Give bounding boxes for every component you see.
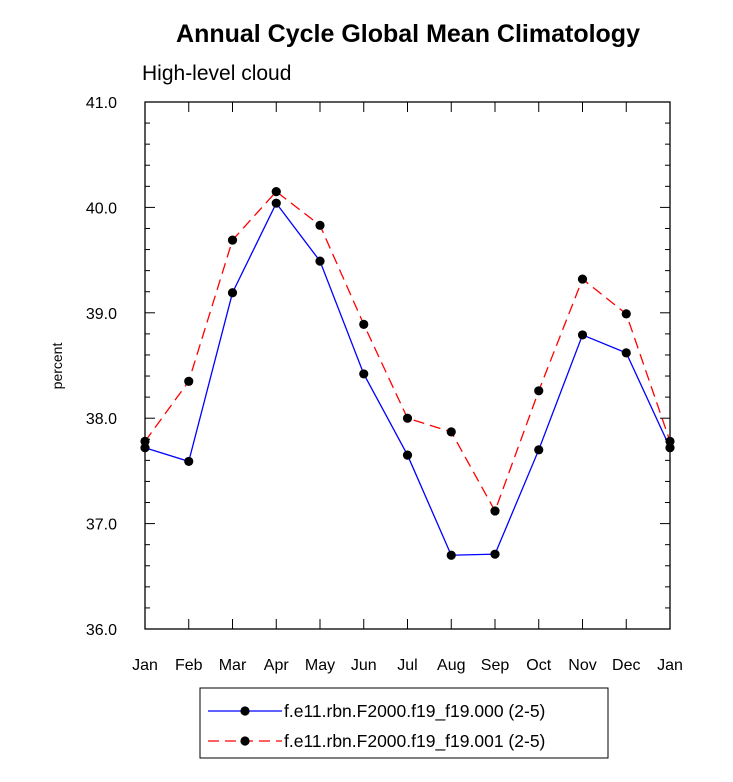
data-point-series-1 [271, 186, 281, 197]
x-tick-label: Sep [481, 657, 510, 674]
data-point-series-0 [359, 369, 369, 379]
x-tick-label: Jan [132, 657, 158, 674]
data-point-series-0 [140, 443, 150, 453]
data-point-series-1 [534, 386, 544, 396]
data-point-series-0 [227, 288, 238, 298]
x-tick-label: Dec [612, 657, 640, 674]
chart-subtitle: High-level cloud [142, 62, 291, 85]
chart-title: Annual Cycle Global Mean Climatology [176, 20, 640, 48]
legend: f.e11.rbn.F2000.f19_f19.000 (2-5) f.e11.r… [208, 701, 545, 752]
data-point-series-1 [140, 436, 150, 446]
series-lines [140, 186, 675, 560]
x-tick-label: Nov [568, 657, 596, 674]
data-point-series-1 [402, 413, 413, 423]
series-line-1 [144, 190, 671, 513]
data-point-series-0 [534, 445, 544, 455]
data-point-series-1 [577, 274, 588, 284]
x-tick-label: Aug [437, 657, 465, 674]
data-point-series-1 [359, 319, 369, 329]
y-axis-label: percent [49, 343, 65, 390]
x-tick-label: Feb [175, 657, 203, 674]
data-point-series-1 [665, 436, 675, 446]
data-point-series-1 [227, 235, 238, 245]
plot-frame [144, 101, 671, 630]
legend-label: f.e11.rbn.F2000.f19_f19.001 (2-5) [284, 731, 545, 752]
data-point-series-0 [490, 549, 500, 559]
data-point-series-0 [446, 550, 456, 560]
y-tick-label: 38.0 [86, 411, 117, 428]
y-tick-label: 37.0 [86, 517, 117, 534]
y-tick-label: 40.0 [86, 200, 117, 217]
data-point-series-0 [184, 456, 194, 467]
x-tick-label: Jun [351, 657, 377, 674]
y-tick-label: 39.0 [86, 306, 117, 323]
data-point-series-0 [577, 330, 588, 340]
data-point-series-1 [446, 427, 456, 437]
data-point-series-0 [402, 450, 413, 460]
data-point-series-0 [315, 256, 325, 266]
data-point-series-0 [665, 443, 675, 453]
data-point-series-0 [621, 348, 631, 358]
data-point-series-1 [490, 506, 500, 516]
data-point-series-0 [271, 198, 281, 208]
x-tick-label: May [305, 657, 335, 674]
y-tick-label: 36.0 [86, 622, 117, 639]
data-point-series-1 [621, 309, 631, 319]
series-line-0 [144, 201, 671, 556]
x-tick-label: Mar [219, 657, 247, 674]
y-tick-label: 41.0 [86, 95, 117, 112]
data-point-series-1 [315, 220, 325, 230]
axis-ticks: Jan Feb Mar Apr May Jun Jul Aug Sep Oct Nov Dec Jan 3… [86, 95, 683, 674]
x-tick-label: Oct [526, 657, 551, 674]
legend-marker-1 [240, 736, 250, 746]
x-tick-label: Jan [657, 657, 683, 674]
data-point-series-1 [184, 376, 194, 386]
x-tick-label: Apr [264, 657, 290, 674]
legend-marker-0 [240, 706, 250, 716]
legend-box [199, 687, 609, 759]
legend-label: f.e11.rbn.F2000.f19_f19.000 (2-5) [284, 701, 545, 722]
x-tick-label: Jul [397, 657, 417, 674]
